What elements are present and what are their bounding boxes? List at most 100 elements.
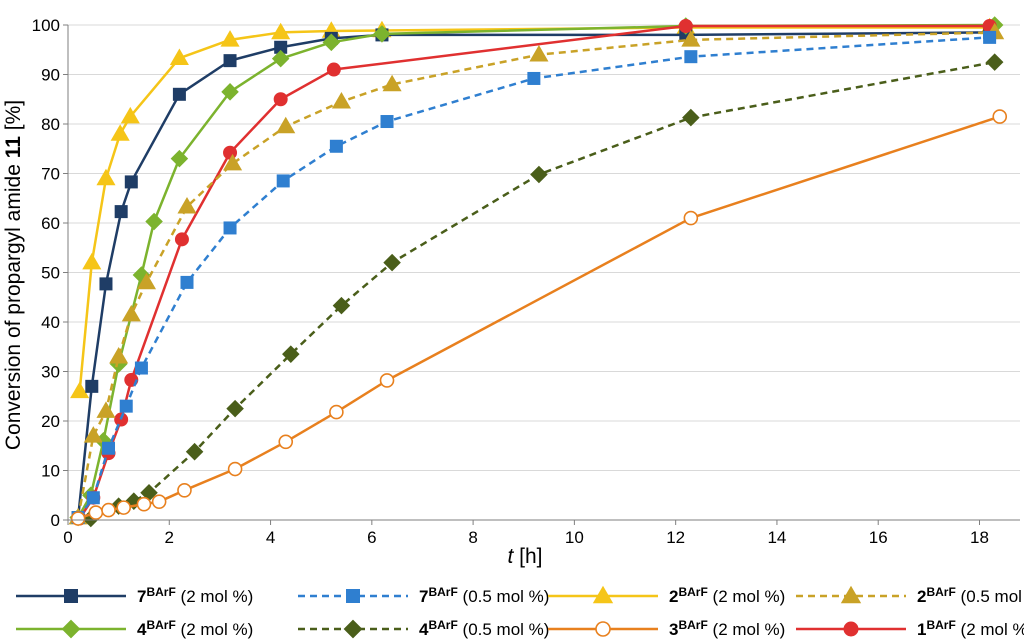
data-point — [114, 205, 128, 219]
legend-entry-s1-2: 1BArF (2 mol %) — [796, 618, 1024, 639]
series-line-s4-2 — [77, 23, 995, 519]
legend-marker — [343, 619, 363, 639]
legend-marker — [595, 621, 611, 637]
x-tick-label: 16 — [869, 528, 888, 547]
y-gridlines — [68, 24, 1020, 471]
legend-label: 1BArF (2 mol %) — [917, 618, 1024, 639]
y-axis-title: Conversion of propargyl amide 11 [%] — [2, 100, 25, 450]
y-tick-label: 0 — [51, 511, 60, 530]
series-line-s2-2 — [78, 26, 990, 392]
data-point — [86, 491, 100, 505]
data-point — [278, 434, 294, 450]
data-point — [530, 165, 548, 184]
data-point — [121, 304, 141, 322]
data-point — [109, 346, 129, 364]
y-axis-title-suffix: [%] — [2, 100, 25, 136]
data-point — [985, 53, 1004, 71]
legend-label-superscript: BArF — [146, 618, 175, 632]
legend-label: 7BArF (0.5 mol %) — [419, 585, 549, 606]
data-point — [110, 124, 130, 141]
legend-label-superscript: BArF — [926, 618, 955, 632]
y-tick-label: 100 — [32, 16, 60, 35]
x-axis-title-variable: t — [507, 545, 514, 568]
data-point — [326, 62, 341, 77]
x-tick-label: 10 — [565, 528, 584, 547]
data-point — [116, 500, 132, 515]
data-point — [683, 210, 699, 226]
series-s7-05 — [71, 30, 997, 525]
legend-label-number: 3 — [669, 620, 678, 639]
data-point — [170, 149, 189, 168]
legend-label-superscript: BArF — [926, 585, 955, 599]
legend-label: 2BArF (2 mol %) — [669, 585, 785, 606]
data-point — [529, 45, 549, 62]
axis-ticks: 0 2 4 6 8 10 12 14 16 18 0 10 20 30 40 50 60 70 80 90 100 — [32, 16, 989, 547]
data-point — [282, 345, 300, 363]
legend-label-number: 4 — [419, 620, 429, 639]
data-point — [96, 401, 116, 418]
legend-label-condition: (2 mol %) — [956, 620, 1024, 639]
data-point — [382, 74, 402, 92]
data-point — [96, 168, 116, 186]
data-point — [151, 494, 167, 509]
data-point — [120, 106, 140, 124]
series-s2-05 — [68, 22, 1005, 525]
legend-label: 7BArF (2 mol %) — [137, 585, 253, 606]
series-line-s4-05 — [90, 60, 995, 520]
data-point — [172, 87, 186, 101]
data-point — [681, 30, 701, 47]
x-axis-title: t [h] — [507, 545, 542, 568]
series-s3-2 — [70, 109, 1008, 526]
legend-marker — [843, 621, 859, 637]
x-tick-label: 18 — [970, 528, 989, 547]
x-axis-title-unit: [h] — [513, 545, 542, 568]
legend-label-condition: (2 mol %) — [708, 587, 785, 606]
data-point — [136, 272, 157, 290]
series-line-s2-05 — [76, 31, 995, 518]
legend-label-condition: (0.5 mol %) — [458, 587, 550, 606]
data-point — [119, 399, 133, 413]
y-tick-label: 40 — [41, 313, 60, 332]
data-point — [373, 25, 391, 43]
legend-label-superscript: BArF — [428, 585, 457, 599]
data-point — [227, 461, 243, 477]
data-point — [177, 482, 192, 498]
y-tick-label: 70 — [41, 165, 60, 184]
legend-label-superscript: BArF — [678, 585, 707, 599]
series-line-s7-05 — [77, 36, 990, 519]
legend-marker — [592, 585, 614, 604]
x-tick-label: 6 — [367, 528, 376, 547]
data-point — [70, 381, 90, 399]
data-point — [379, 373, 395, 388]
legend-label-superscript: BArF — [146, 585, 175, 599]
x-tick-label: 2 — [165, 528, 174, 547]
data-point — [134, 361, 148, 375]
data-point — [329, 404, 344, 420]
legend-entry-s4-2: 4BArF (2 mol %) — [16, 618, 253, 639]
data-point — [322, 33, 341, 52]
y-tick-label: 20 — [41, 412, 60, 431]
y-tick-label: 80 — [41, 115, 60, 134]
data-point — [99, 277, 113, 291]
data-point — [223, 153, 243, 171]
legend-marker — [64, 589, 78, 603]
legend-label-condition: (0.5 mol %) — [956, 587, 1024, 606]
data-point — [983, 30, 997, 44]
legend-label-number: 7 — [137, 587, 146, 606]
x-tick-label: 12 — [666, 528, 685, 547]
data-point — [383, 253, 401, 272]
data-point — [273, 92, 288, 107]
series-s7-2 — [71, 25, 997, 525]
legend-label-number: 2 — [669, 587, 678, 606]
data-point — [678, 18, 693, 33]
legend-entry-s4-05: 4BArF (0.5 mol %) — [298, 618, 549, 639]
data-point — [276, 116, 296, 134]
y-tick-label: 60 — [41, 214, 60, 233]
data-point — [527, 71, 541, 85]
legend-label: 2BArF (0.5 mol %) — [917, 585, 1024, 606]
data-point — [332, 296, 351, 315]
data-point — [102, 441, 116, 455]
data-point — [88, 505, 104, 520]
legend-label-condition: (2 mol %) — [176, 620, 253, 639]
legend-label-condition: (2 mol %) — [708, 620, 785, 639]
